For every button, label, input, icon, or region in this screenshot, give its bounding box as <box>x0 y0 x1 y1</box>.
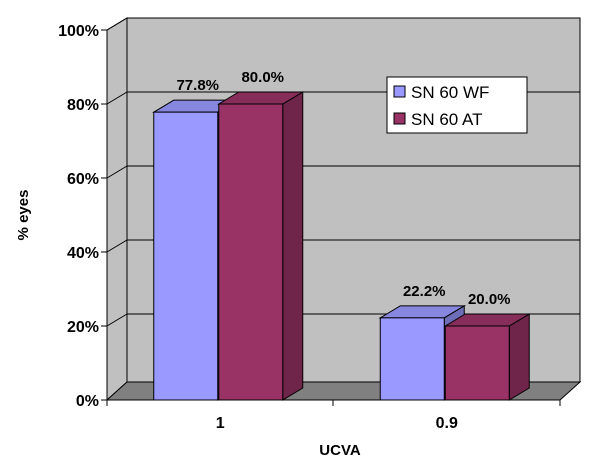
y-tick-label: 80% <box>67 97 99 114</box>
x-tick-label: 0.9 <box>436 415 458 432</box>
data-label: 77.8% <box>176 77 219 94</box>
gridline-side <box>106 91 128 105</box>
legend-swatch-sn60at <box>393 112 406 125</box>
y-tick-label: 40% <box>67 245 99 262</box>
legend: SN 60 WF SN 60 AT <box>386 76 528 134</box>
bar-side-face <box>282 91 304 401</box>
bar-sn-60-at-1: 80.0% <box>216 69 305 401</box>
x-axis: 1 0.9 <box>106 399 561 432</box>
y-axis-title: % eyes <box>15 190 32 241</box>
bar-sn-60-at-0.9: 20.0% <box>443 291 532 401</box>
bar-side-face <box>508 313 530 401</box>
x-axis-title: UCVA <box>319 442 361 459</box>
legend-box <box>386 76 528 134</box>
legend-label-sn60at: SN 60 AT <box>411 110 483 129</box>
gridline-side <box>106 239 128 253</box>
data-label: 20.0% <box>468 291 511 308</box>
data-label: 80.0% <box>241 69 284 86</box>
data-label: 22.2% <box>403 283 446 300</box>
y-tick-label: 0% <box>76 393 99 410</box>
y-axis-ticks: 0% 20% 40% 60% 80% 100% <box>58 23 108 410</box>
legend-label-sn60wf: SN 60 WF <box>411 83 489 102</box>
x-tick-label: 1 <box>216 415 225 432</box>
gridline-side <box>106 17 128 31</box>
gridline-side <box>106 165 128 179</box>
bar-front-face <box>379 317 445 401</box>
bar-front-face <box>153 111 219 401</box>
bar-front-face <box>444 325 510 401</box>
bars: 77.8% 80.0% 22.2% 20.0% <box>151 69 532 401</box>
y-tick-label: 60% <box>67 171 99 188</box>
bar-front-face <box>218 103 284 401</box>
plot-side-wall <box>106 17 128 402</box>
legend-swatch-sn60wf <box>393 85 406 98</box>
gridline-side <box>106 313 128 327</box>
y-tick-label: 100% <box>58 23 99 40</box>
y-tick-label: 20% <box>67 319 99 336</box>
